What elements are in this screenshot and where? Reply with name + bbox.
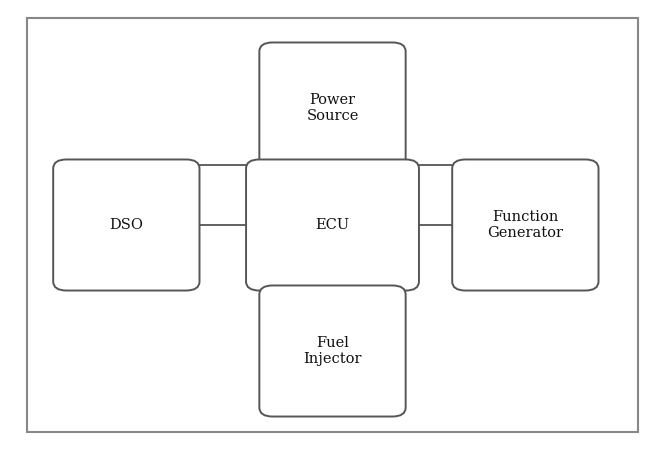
FancyBboxPatch shape	[259, 42, 406, 174]
Text: Fuel
Injector: Fuel Injector	[303, 336, 362, 366]
Text: ECU: ECU	[315, 218, 350, 232]
Text: Power
Source: Power Source	[307, 93, 358, 123]
Text: DSO: DSO	[109, 218, 144, 232]
FancyBboxPatch shape	[53, 159, 200, 291]
FancyBboxPatch shape	[452, 159, 598, 291]
Text: Function
Generator: Function Generator	[487, 210, 563, 240]
FancyBboxPatch shape	[259, 285, 406, 417]
FancyBboxPatch shape	[27, 18, 638, 432]
FancyBboxPatch shape	[246, 159, 419, 291]
